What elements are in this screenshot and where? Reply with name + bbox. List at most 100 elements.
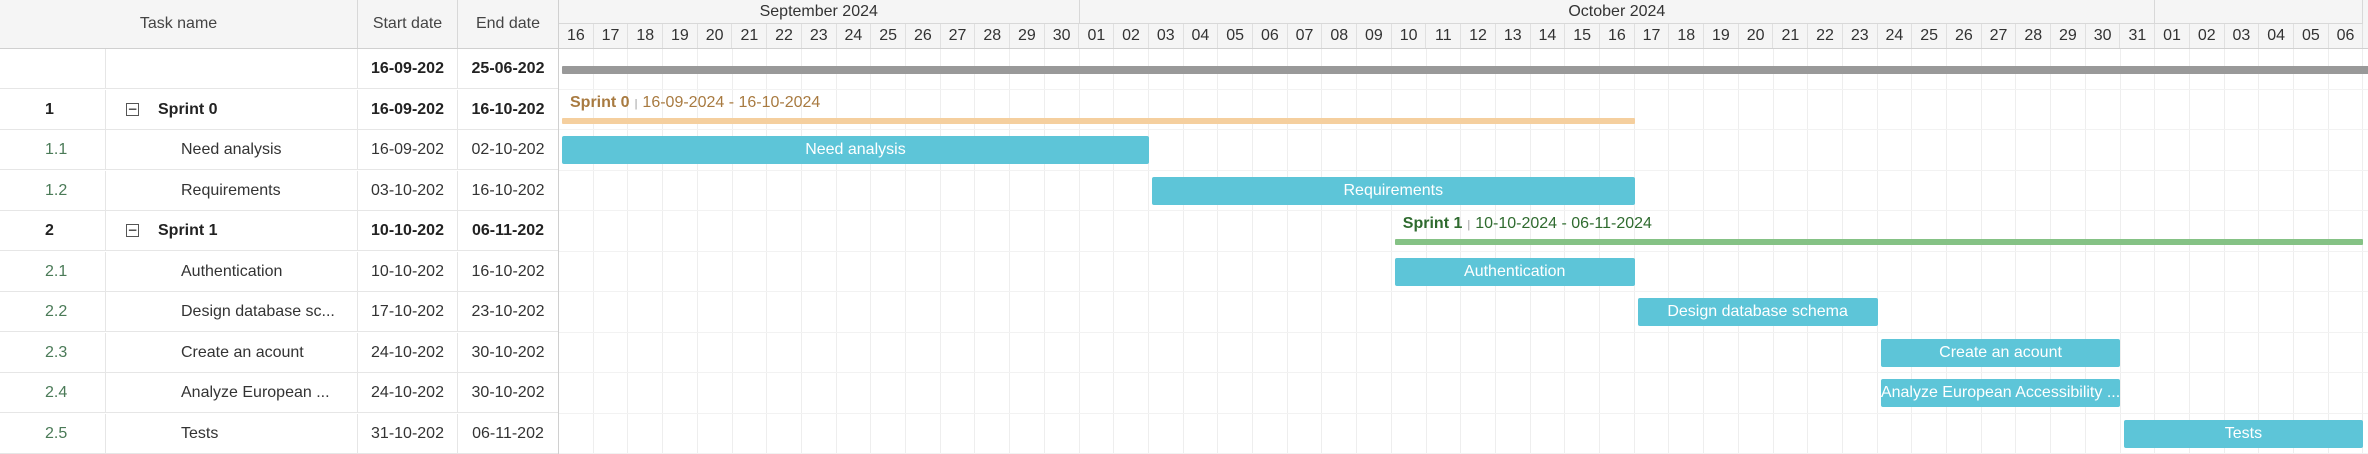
day-gridline xyxy=(1876,49,1878,454)
summary-row[interactable]: 2 − Sprint 1 10-10-202 06-11-202 xyxy=(0,211,558,251)
day-gridline xyxy=(1564,49,1566,454)
task-bar[interactable]: Design database schema xyxy=(1637,298,1878,326)
summary-name: Sprint 1 xyxy=(1402,215,1463,232)
task-end-date: 23-10-202 xyxy=(471,303,545,320)
task-end-date: 30-10-202 xyxy=(471,343,545,361)
day-label: 20 xyxy=(698,24,733,48)
task-name-label: Design database sc... xyxy=(181,303,335,320)
gantt-chart: September 2024 16 17 18 19 20 21 22 23 24 25 26 27 28… xyxy=(559,0,2368,454)
task-start-date: 24-10-202 xyxy=(358,373,458,413)
task-row[interactable]: 2.1 Authentication 10-10-202 16-10-202 xyxy=(0,251,558,292)
task-bar[interactable]: Need analysis xyxy=(562,136,1149,164)
day-gridline xyxy=(1356,49,1358,454)
task-row[interactable]: 1.1 Need analysis 16-09-202 02-10-202 xyxy=(0,130,558,170)
day-label: 31 xyxy=(2121,24,2156,48)
task-start-date: 24-10-202 xyxy=(358,332,458,373)
task-name-label: Sprint 0 xyxy=(158,100,218,118)
day-label: 06 xyxy=(2329,24,2364,48)
grid-header: Task name Start date End date xyxy=(0,0,558,49)
day-label: 03 xyxy=(2225,24,2260,48)
day-gridline xyxy=(1460,49,1462,454)
task-end-date: 02-10-202 xyxy=(471,141,545,158)
day-gridline xyxy=(1286,49,1288,454)
task-end-date: 16-10-202 xyxy=(471,100,545,118)
task-name: Design database sc... xyxy=(106,292,358,332)
collapse-icon[interactable]: − xyxy=(126,223,139,237)
column-header-task-name[interactable]: Task name xyxy=(0,0,358,48)
day-label: 16 xyxy=(559,24,594,48)
task-row[interactable]: 2.3 Create an acount 24-10-202 30-10-202 xyxy=(0,332,558,373)
task-bar[interactable]: Authentication xyxy=(1394,257,1635,286)
collapse-icon[interactable]: − xyxy=(126,101,139,116)
column-header-end-date[interactable]: End date xyxy=(475,15,541,32)
day-gridline xyxy=(1703,49,1705,454)
day-gridline xyxy=(1841,49,1843,454)
day-gridline xyxy=(1078,49,1080,454)
day-label: 27 xyxy=(1982,24,2017,48)
task-id: 2 xyxy=(0,211,106,251)
task-end-date: 30-10-202 xyxy=(471,384,545,401)
day-gridline xyxy=(835,49,837,454)
month-label: September 2024 xyxy=(559,0,1080,24)
day-gridline xyxy=(1009,49,1011,454)
task-start-date: 10-10-202 xyxy=(358,251,458,292)
day-label: 21 xyxy=(1774,24,1809,48)
day-label: 28 xyxy=(975,24,1011,48)
task-name-label: Requirements xyxy=(181,181,281,199)
day-label: 04 xyxy=(1184,24,1219,48)
project-bar[interactable] xyxy=(562,66,2368,74)
day-label: 23 xyxy=(1843,24,1878,48)
day-gridline xyxy=(1390,49,1392,454)
day-label: 09 xyxy=(1357,24,1392,48)
task-bar[interactable]: Requirements xyxy=(1151,176,1635,205)
summary-row[interactable]: 1 − Sprint 0 16-09-202 16-10-202 xyxy=(0,89,558,130)
summary-bar[interactable] xyxy=(1394,239,2364,245)
day-gridline xyxy=(2119,49,2121,454)
task-start-date: 16-09-202 xyxy=(358,49,458,89)
task-bar[interactable]: Tests xyxy=(2123,419,2364,448)
day-label: 07 xyxy=(1288,24,1323,48)
day-label: 24 xyxy=(1878,24,1913,48)
task-name: Authentication xyxy=(106,251,358,292)
task-end-date: 16-10-202 xyxy=(471,262,545,280)
day-gridline xyxy=(1321,49,1323,454)
day-gridline xyxy=(2258,49,2260,454)
task-bar[interactable]: Create an acount xyxy=(1880,338,2121,367)
summary-label: Sprint 0 | 16-09-2024 - 16-10-2024 xyxy=(570,94,820,112)
task-name: − Sprint 0 xyxy=(106,89,358,130)
day-label: 26 xyxy=(1947,24,1982,48)
day-label: 13 xyxy=(1496,24,1531,48)
day-gridline xyxy=(1946,49,1947,454)
task-row[interactable]: 1.2 Requirements 03-10-202 16-10-202 xyxy=(0,170,558,211)
day-gridline xyxy=(2293,49,2294,454)
summary-bar[interactable] xyxy=(562,117,1635,124)
task-row[interactable]: 2.2 Design database sc... 17-10-202 23-10-2… xyxy=(0,292,558,332)
day-gridline xyxy=(1807,49,1809,454)
task-row[interactable]: 2.5 Tests 31-10-202 06-11-202 xyxy=(0,413,558,454)
day-gridline xyxy=(1980,49,1982,454)
row-gridline xyxy=(559,88,2368,90)
project-row[interactable]: 16-09-202 25-06-202 xyxy=(0,49,558,89)
task-start-date: 10-10-202 xyxy=(358,211,458,251)
day-gridline xyxy=(1043,49,1045,454)
task-name: Analyze European ... xyxy=(106,373,358,413)
day-gridline xyxy=(870,49,872,454)
day-label: 10 xyxy=(1392,24,1427,48)
day-gridline xyxy=(905,49,906,454)
day-label: 22 xyxy=(767,24,802,48)
day-gridline xyxy=(1772,49,1774,454)
day-label: 28 xyxy=(2016,24,2052,48)
day-label: 29 xyxy=(1010,24,1045,48)
day-gridline xyxy=(627,49,629,454)
task-row[interactable]: 2.4 Analyze European ... 24-10-202 30-10-20… xyxy=(0,373,558,413)
day-label: 08 xyxy=(1322,24,1358,48)
column-header-start-date[interactable]: Start date xyxy=(358,0,458,48)
day-gridline xyxy=(1529,49,1531,454)
task-name: Create an acount xyxy=(106,332,358,373)
row-gridline xyxy=(559,331,2368,333)
day-gridline xyxy=(1633,49,1635,454)
task-name-label: Sprint 1 xyxy=(158,222,218,239)
task-bar[interactable]: Analyze European Accessibility ... xyxy=(1880,379,2121,407)
day-label: 21 xyxy=(733,24,768,48)
day-gridline xyxy=(939,49,941,454)
